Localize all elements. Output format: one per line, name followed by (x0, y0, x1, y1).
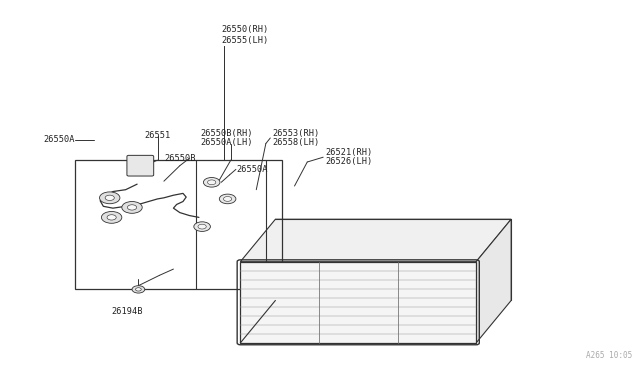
Circle shape (223, 196, 232, 201)
Circle shape (198, 224, 206, 229)
Text: 26555(LH): 26555(LH) (221, 36, 269, 45)
Circle shape (127, 205, 136, 210)
Text: 26550A(LH): 26550A(LH) (201, 138, 253, 147)
Polygon shape (241, 262, 476, 343)
Text: 26521(RH): 26521(RH) (325, 148, 372, 157)
Circle shape (107, 215, 116, 220)
Polygon shape (476, 219, 511, 343)
Circle shape (207, 180, 216, 185)
Text: 26550A: 26550A (44, 135, 75, 144)
Circle shape (132, 286, 145, 293)
Text: 26551: 26551 (145, 131, 171, 140)
Text: 26558(LH): 26558(LH) (272, 138, 319, 147)
Circle shape (101, 211, 122, 223)
Circle shape (220, 194, 236, 204)
Bar (75, 160, 282, 289)
Text: 26550B(RH): 26550B(RH) (201, 129, 253, 138)
Text: 26550(RH): 26550(RH) (221, 25, 269, 33)
Text: 26194B: 26194B (111, 307, 143, 316)
Circle shape (136, 288, 141, 291)
Circle shape (105, 195, 115, 201)
Text: 26553(RH): 26553(RH) (272, 129, 319, 138)
Circle shape (194, 222, 211, 231)
Text: A265 10:05: A265 10:05 (586, 350, 632, 359)
Text: 26526(LH): 26526(LH) (325, 157, 372, 166)
FancyBboxPatch shape (127, 155, 154, 176)
Circle shape (122, 202, 142, 213)
Text: 26550B: 26550B (164, 154, 195, 163)
Polygon shape (241, 219, 511, 262)
Circle shape (204, 177, 220, 187)
Text: 26550A: 26550A (236, 165, 268, 174)
Circle shape (100, 192, 120, 204)
